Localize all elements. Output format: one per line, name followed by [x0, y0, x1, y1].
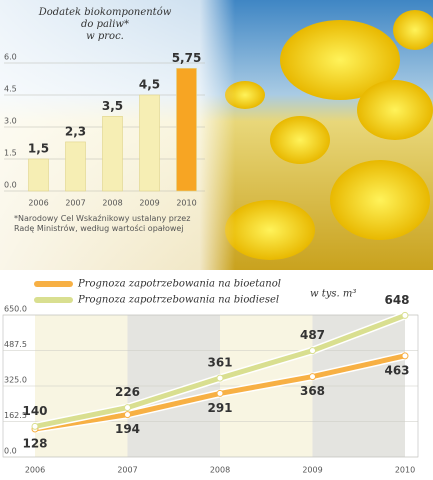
- x-tick-label: 2008: [210, 466, 230, 475]
- bar: [139, 94, 160, 192]
- bar: [28, 158, 49, 192]
- point: [31, 422, 39, 430]
- point: [216, 374, 224, 382]
- value-label: 1,5: [28, 142, 49, 156]
- x-tick-label: 2006: [25, 466, 45, 475]
- point: [124, 411, 131, 419]
- value-label: 194: [115, 422, 140, 436]
- y-tick-label: 650.0: [4, 305, 27, 314]
- point: [309, 347, 316, 355]
- bar: [102, 116, 123, 192]
- point: [401, 311, 409, 319]
- value-label: 128: [22, 437, 47, 451]
- y-tick-label: 3.0: [4, 117, 17, 126]
- value-label: 368: [300, 384, 325, 398]
- y-tick-label: 6.0: [4, 53, 17, 62]
- value-label: 5,75: [172, 51, 202, 65]
- point: [124, 404, 131, 412]
- point: [309, 373, 316, 381]
- point: [401, 352, 409, 360]
- bar: [65, 141, 86, 192]
- y-tick-label: 4.5: [4, 85, 17, 94]
- value-label: 140: [22, 404, 47, 418]
- y-tick-label: 0.0: [4, 181, 17, 190]
- value-label: 648: [384, 293, 409, 307]
- value-label: 4,5: [139, 78, 160, 92]
- value-label: 3,5: [102, 99, 123, 113]
- y-tick-label: 162.5: [4, 411, 27, 420]
- x-tick-label: 2007: [65, 199, 85, 208]
- legend-label: Prognoza zapotrzebowania na bioetanol: [77, 279, 281, 290]
- y-tick-label: 487.5: [4, 340, 27, 349]
- bar-chart: Dodatek biokomponentów do paliw* w proc. 0…: [4, 7, 205, 233]
- annotation: w tys. m³: [310, 289, 356, 300]
- x-tick-label: 2010: [395, 466, 415, 475]
- value-label: 463: [384, 363, 409, 377]
- y-tick-label: 325.0: [4, 376, 27, 385]
- photo-background: [0, 0, 433, 270]
- value-label: 291: [207, 401, 232, 415]
- legend-label: Prognoza zapotrzebowania na biodiesel: [77, 295, 279, 306]
- x-tick-label: 2009: [302, 466, 322, 475]
- line-chart: w tys. m³ 0.0 162.5 325.0 487.5 650.0 2006 200…: [2, 279, 419, 475]
- y-tick-label: 1.5: [4, 149, 17, 158]
- value-label: 487: [300, 328, 325, 342]
- value-label: 2,3: [65, 124, 86, 138]
- x-tick-label: 2009: [139, 199, 159, 208]
- point: [216, 389, 224, 397]
- x-tick-label: 2007: [117, 466, 137, 475]
- value-label: 226: [115, 385, 140, 399]
- footnote: *Narodowy Cel Wskaźnikowy ustalany przez…: [14, 214, 190, 233]
- x-tick-label: 2006: [28, 199, 48, 208]
- x-tick-label: 2008: [102, 199, 122, 208]
- value-label: 361: [207, 356, 232, 370]
- x-tick-label: 2010: [176, 199, 196, 208]
- bar: [176, 68, 197, 192]
- y-tick-label: 0.0: [4, 447, 17, 456]
- chart-title: Dodatek biokomponentów do paliw* w proc.: [38, 7, 172, 42]
